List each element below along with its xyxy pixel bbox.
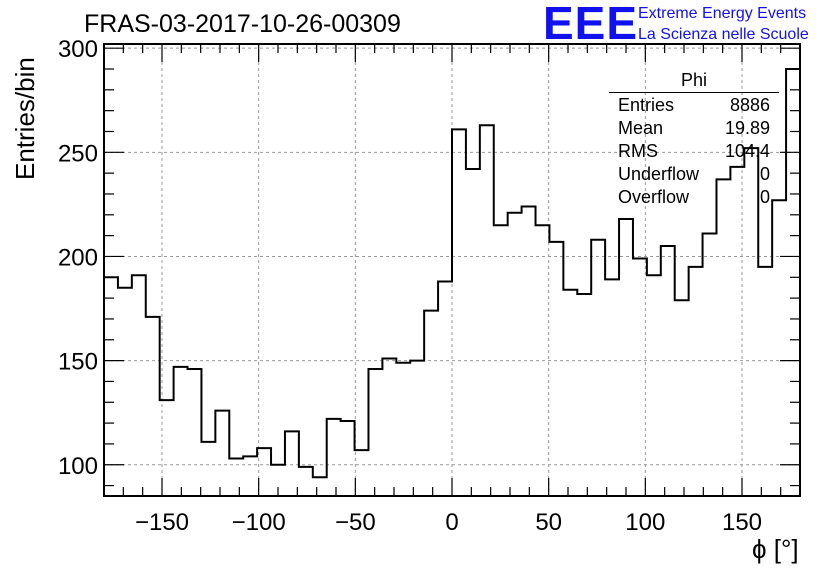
histogram-line — [104, 67, 800, 479]
x-tick-label: −100 — [232, 509, 286, 536]
stats-label: Entries — [618, 95, 675, 115]
stats-row: Entries 8886 — [609, 94, 779, 117]
x-tick-label: 100 — [625, 509, 665, 536]
stats-value: 8886 — [729, 95, 770, 115]
eee-logo: EEE — [543, 0, 639, 49]
y-tick-label: 150 — [58, 349, 98, 376]
stats-title: Phi — [609, 70, 779, 93]
stats-label: Underflow — [618, 164, 700, 184]
logo-line-2: La Scienza nelle Scuole — [638, 26, 809, 43]
tick-labels: −150 −100 −50 0 50 100 150 100 150 200 250 300 — [58, 36, 762, 536]
y-axis-label: Entries/bin — [10, 57, 40, 180]
stats-value: 0 — [759, 187, 770, 207]
stats-row: Overflow 0 — [609, 186, 779, 209]
stats-row: RMS 104.4 — [609, 140, 779, 163]
logo-line-1: Extreme Energy Events — [638, 5, 807, 22]
stats-row: Underflow 0 — [609, 163, 779, 186]
x-tick-label: 50 — [535, 509, 562, 536]
x-tick-label: 0 — [445, 509, 458, 536]
chart-title: FRAS-03-2017-10-26-00309 — [84, 10, 401, 38]
axis-ticks — [103, 44, 801, 496]
y-tick-label: 100 — [58, 453, 98, 480]
x-tick-label: −150 — [135, 509, 189, 536]
stats-row: Mean 19.89 — [609, 117, 779, 140]
stats-label: Overflow — [618, 187, 690, 207]
y-tick-label: 200 — [58, 244, 98, 271]
stats-value: 0 — [759, 164, 770, 184]
stats-value: 104.4 — [724, 141, 770, 161]
x-tick-label: −50 — [335, 509, 376, 536]
y-tick-label: 300 — [58, 36, 98, 63]
stats-value: 19.89 — [724, 118, 770, 138]
x-axis-label: ϕ [°] — [752, 534, 799, 564]
y-tick-label: 250 — [58, 140, 98, 167]
stats-label: Mean — [618, 118, 664, 138]
x-tick-label: 150 — [722, 509, 762, 536]
stats-box: Phi Entries 8886 Mean 19.89 RMS 104.4 Under… — [609, 70, 779, 209]
stats-label: RMS — [618, 141, 658, 161]
